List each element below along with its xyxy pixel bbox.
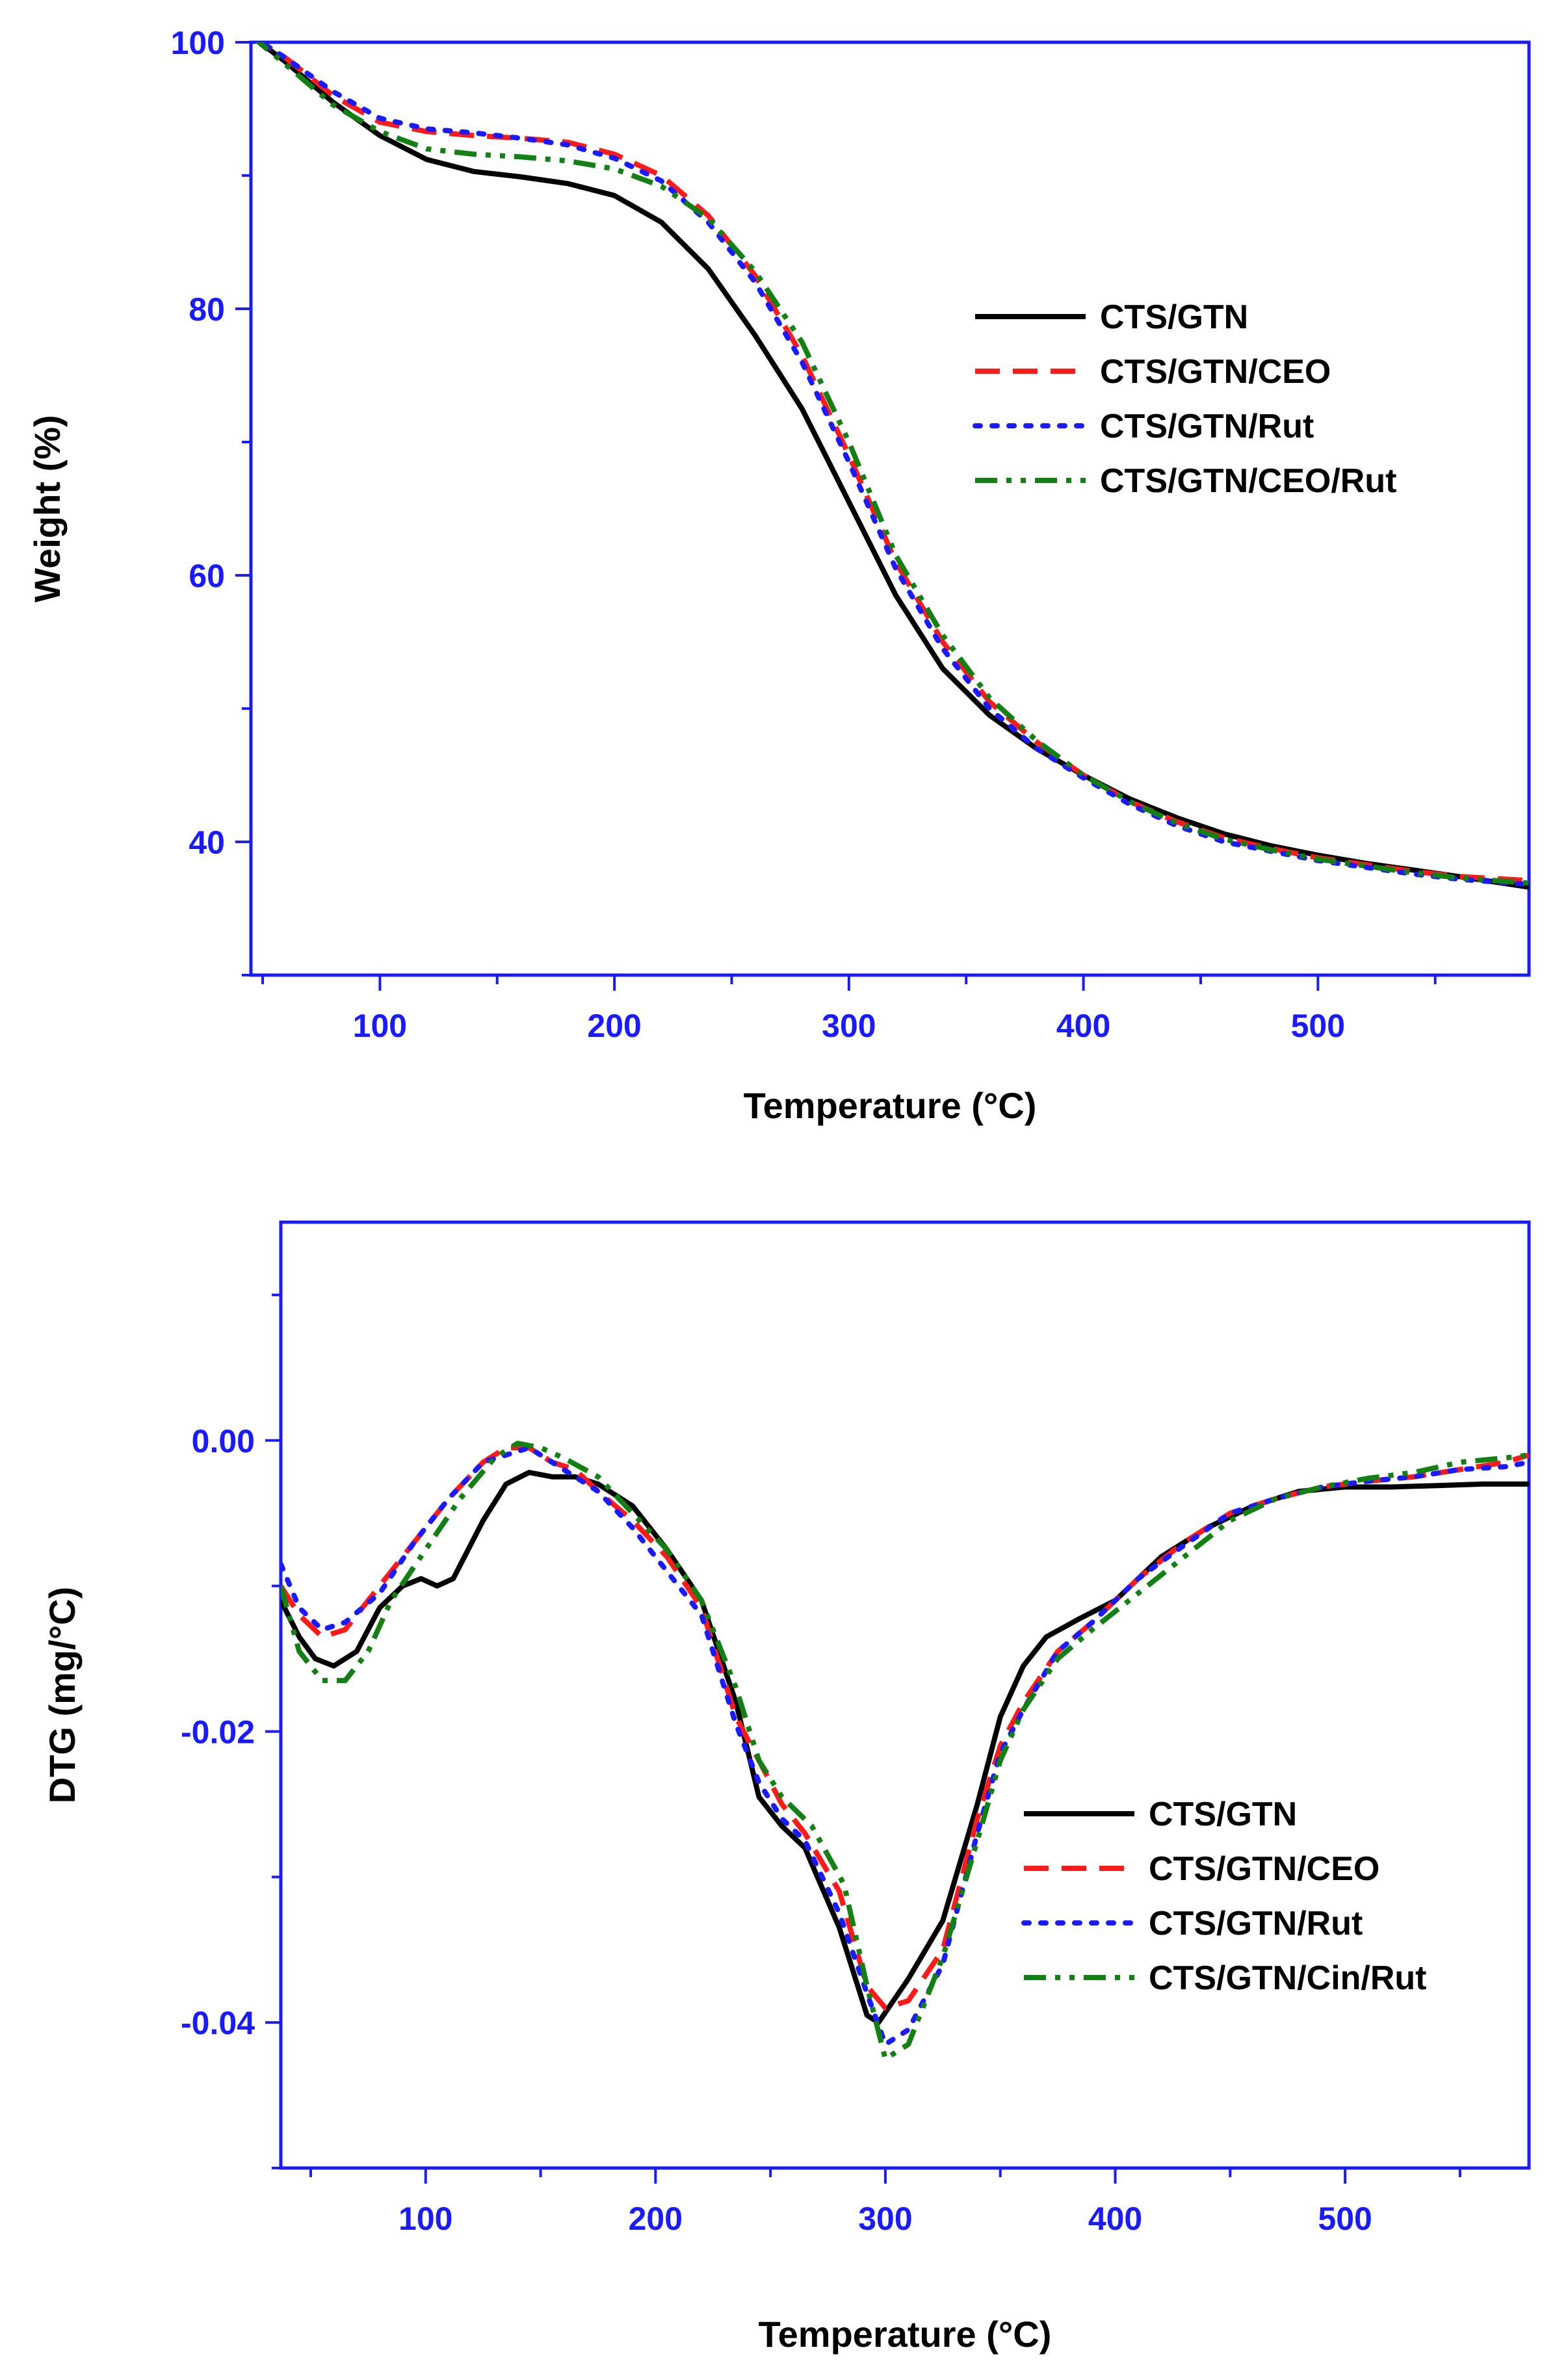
x-tick-label: 200 <box>587 1008 641 1044</box>
y-axis-title: DTG (mg/°C) <box>42 1587 83 1803</box>
y-tick-label: -0.04 <box>181 2005 255 2041</box>
y-tick-label: 100 <box>171 25 225 61</box>
x-tick-label: 100 <box>399 2201 452 2237</box>
x-axis-title: Temperature (°C) <box>759 2314 1052 2355</box>
y-tick-label: -0.02 <box>181 1714 255 1750</box>
chart-panel-2: 100 200 300 400 500 0.00 -0.02 -0.04 Temperature… <box>42 1220 1531 2355</box>
y-axis-title: Weight (%) <box>27 415 68 602</box>
x-tick-label: 400 <box>1056 1008 1110 1044</box>
legend: CTS/GTN CTS/GTN/CEO CTS/GTN/Rut CTS/GTN/CEO… <box>973 298 1396 500</box>
legend-label-3: CTS/GTN/Rut <box>1149 1905 1363 1942</box>
y-tick-label: 40 <box>189 824 225 861</box>
plot-frame <box>279 1220 1531 2170</box>
legend-label-2: CTS/GTN/CEO <box>1149 1850 1379 1888</box>
legend: CTS/GTN CTS/GTN/CEO CTS/GTN/Rut CTS/GTN/Cin… <box>1021 1796 1427 1997</box>
x-tick-label: 500 <box>1291 1008 1345 1044</box>
x-tick-label: 100 <box>353 1008 407 1044</box>
x-tick-label: 400 <box>1088 2201 1142 2237</box>
legend-label-1: CTS/GTN <box>1100 298 1248 336</box>
series-line-1 <box>255 42 1529 890</box>
x-tick-label: 300 <box>858 2201 912 2237</box>
legend-label-3: CTS/GTN/Rut <box>1100 408 1314 445</box>
series-line-2 <box>256 42 1529 883</box>
legend-label-1: CTS/GTN <box>1149 1796 1297 1833</box>
series-line-4 <box>281 1441 1529 2062</box>
series-line-3 <box>256 42 1529 887</box>
plot-frame <box>249 40 1531 977</box>
x-axis-title: Temperature (°C) <box>744 1085 1037 1126</box>
legend-label-4: CTS/GTN/CEO/Rut <box>1100 462 1396 500</box>
legend-label-4: CTS/GTN/Cin/Rut <box>1149 1959 1427 1997</box>
series-line-3 <box>281 1445 1529 2047</box>
y-tick-label: 80 <box>189 291 225 328</box>
legend-label-2: CTS/GTN/CEO <box>1100 353 1331 391</box>
chart-panel-1: 100 200 300 400 500 40 60 80 100 Temperature (°C)… <box>27 25 1531 1126</box>
y-tick-label: 0.00 <box>192 1423 255 1459</box>
x-tick-label: 300 <box>822 1008 876 1044</box>
x-tick-label: 500 <box>1318 2201 1372 2237</box>
x-tick-label: 200 <box>629 2201 683 2237</box>
y-tick-label: 60 <box>189 558 225 594</box>
